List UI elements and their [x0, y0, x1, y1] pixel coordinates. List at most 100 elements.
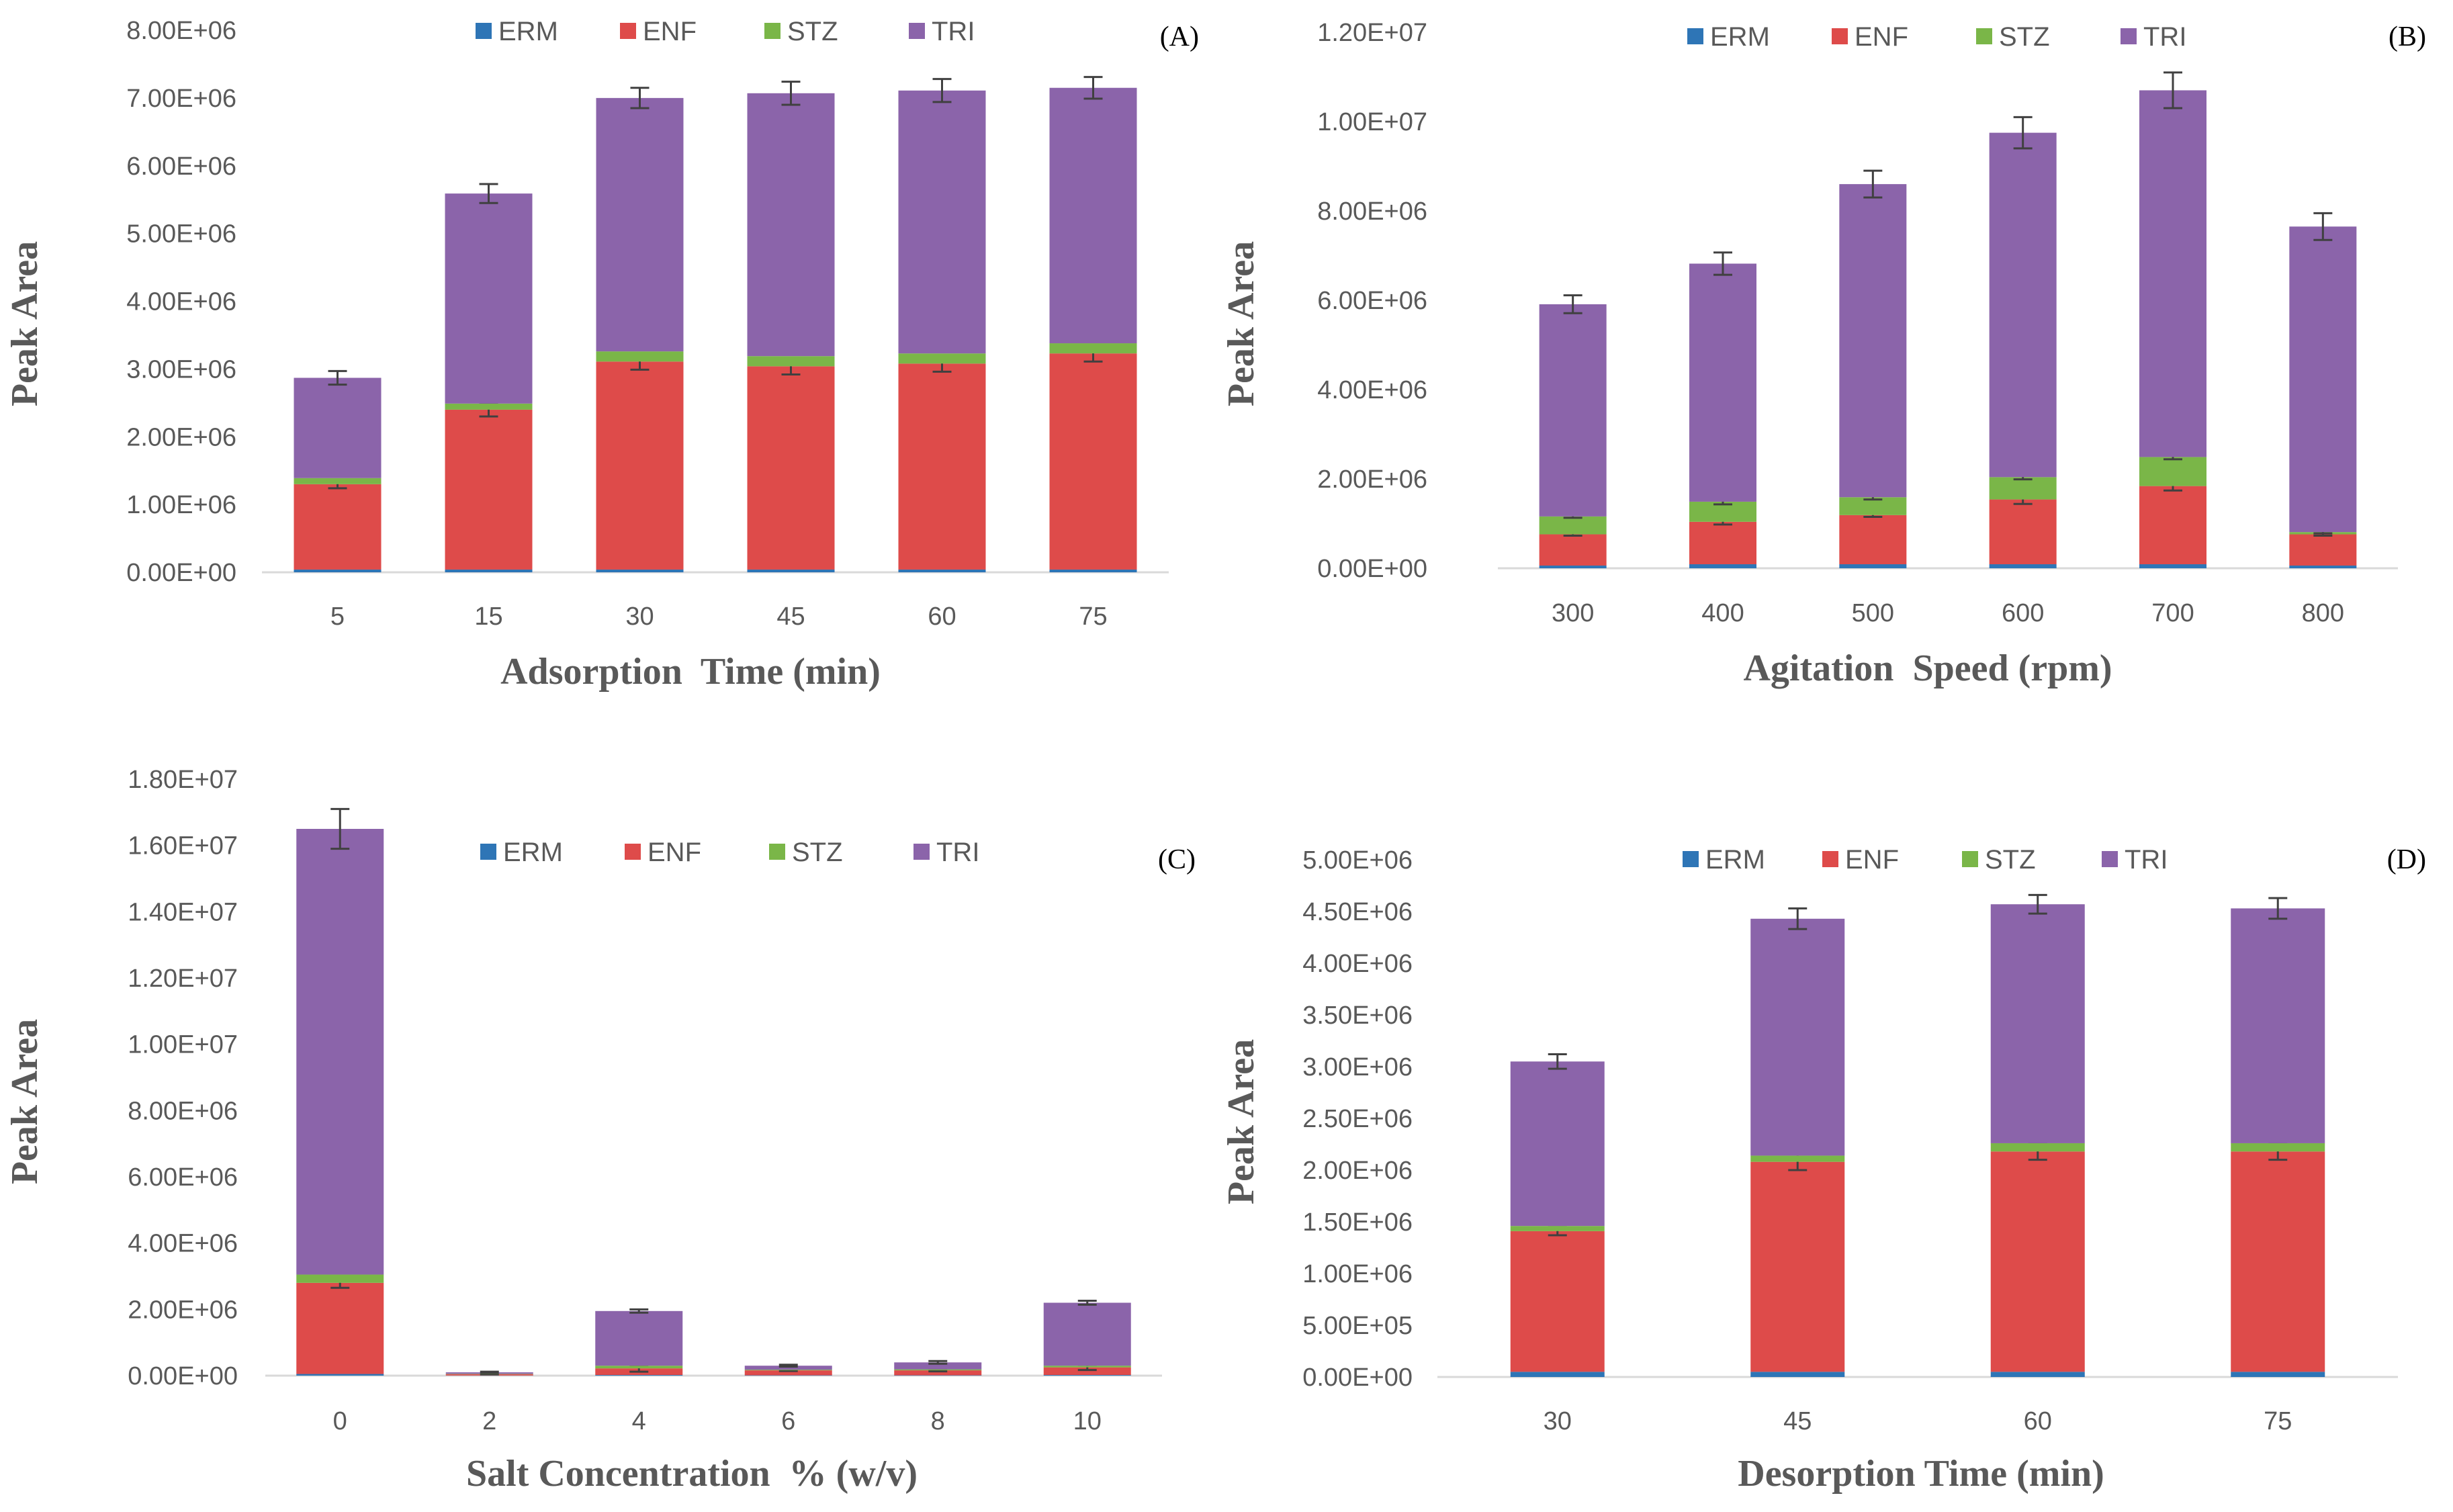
error-bar-tri-60: [2028, 893, 2047, 915]
error-bar-tri-600: [2013, 116, 2033, 150]
bar-stz-30: [596, 351, 684, 362]
legend-swatch-enf: [625, 844, 641, 860]
bar-stz-700: [2139, 457, 2206, 486]
bar-tri-60: [898, 90, 986, 354]
y-tick-label: 1.00E+06: [1302, 1260, 1413, 1288]
y-tick-label: 1.20E+07: [128, 965, 238, 993]
y-tick-label: 3.00E+06: [1302, 1053, 1413, 1081]
x-tick-label: 6: [781, 1407, 795, 1435]
x-tick-label: 45: [776, 603, 805, 631]
y-tick-label: 4.50E+06: [1302, 898, 1413, 926]
legend-swatch-stz: [764, 23, 780, 39]
panel-label: (B): [2389, 21, 2426, 52]
y-tick-label: 4.00E+06: [128, 1230, 238, 1258]
bar-erm-500: [1839, 564, 1907, 568]
legend-swatch-stz: [1962, 851, 1978, 867]
error-bar-tri-500: [1863, 169, 1883, 199]
error-bar-tri-8: [928, 1360, 948, 1365]
bar-erm-10: [1043, 1375, 1131, 1376]
bar-enf-8: [894, 1370, 982, 1376]
error-bar-tri-60: [932, 78, 952, 103]
legend-swatch-erm: [1687, 28, 1703, 44]
bar-stz-15: [445, 403, 533, 410]
bar-stz-10: [1043, 1366, 1131, 1368]
y-tick-label: 0.00E+00: [1302, 1364, 1413, 1392]
y-tick-label: 8.00E+06: [126, 17, 236, 45]
y-tick-label: 0.00E+00: [1317, 555, 1427, 583]
legend-label-stz: STZ: [1999, 22, 2050, 52]
x-tick-label: 8: [931, 1407, 945, 1435]
chart-panel-2: 0.00E+00 2.00E+06 4.00E+06 6.00E+06 8.00E+06…: [1220, 19, 2426, 689]
bar-enf-30: [596, 361, 684, 570]
bar-tri-700: [2139, 90, 2206, 457]
bar-tri-75: [1049, 87, 1137, 344]
x-tick-label: 45: [1783, 1407, 1812, 1435]
bar-stz-60: [898, 353, 986, 364]
bar-enf-400: [1689, 521, 1756, 565]
bar-tri-5: [294, 377, 382, 478]
legend-swatch-enf: [1822, 851, 1838, 867]
error-bar-tri-2: [480, 1370, 499, 1374]
legend-label-tri: TRI: [2143, 22, 2186, 52]
x-tick-label: 2: [482, 1407, 496, 1435]
legend-swatch-tri: [909, 23, 925, 39]
y-tick-label: 2.00E+06: [1302, 1157, 1413, 1185]
error-bar-tri-75: [2268, 897, 2288, 920]
bar-erm-30: [596, 569, 684, 572]
error-bar-tri-300: [1563, 294, 1582, 314]
bar-tri-30: [1510, 1061, 1605, 1227]
y-tick-label: 4.00E+06: [1302, 950, 1413, 978]
x-tick-label: 700: [2151, 599, 2194, 627]
legend-swatch-enf: [1832, 28, 1848, 44]
bar-enf-0: [296, 1282, 384, 1374]
bar-erm-30: [1510, 1372, 1605, 1377]
legend-label-erm: ERM: [1705, 845, 1765, 875]
bar-enf-10: [1043, 1367, 1131, 1376]
legend-swatch-tri: [2121, 28, 2137, 44]
legend-swatch-enf: [620, 23, 636, 39]
x-tick-label: 800: [2302, 599, 2344, 627]
y-tick-label: 2.00E+06: [128, 1296, 238, 1324]
bar-tri-600: [1989, 132, 2057, 478]
error-bar-tri-75: [1083, 76, 1103, 100]
bar-enf-5: [294, 484, 382, 570]
bar-stz-4: [595, 1366, 683, 1369]
y-axis-title: Peak Area: [4, 1019, 46, 1184]
bar-tri-4: [595, 1310, 683, 1366]
x-tick-label: 300: [1552, 599, 1594, 627]
y-tick-label: 5.00E+05: [1302, 1312, 1413, 1340]
x-tick-label: 60: [2024, 1407, 2052, 1435]
bar-enf-45: [747, 366, 835, 570]
bar-erm-75: [2231, 1372, 2325, 1377]
x-axis-title: Adsorption Time (min): [500, 651, 881, 693]
legend-swatch-erm: [1683, 851, 1699, 867]
y-tick-label: 7.00E+06: [126, 85, 236, 113]
legend-swatch-tri: [2102, 851, 2118, 867]
bar-tri-15: [445, 193, 533, 404]
legend-label-enf: ENF: [1855, 22, 1908, 52]
x-tick-label: 4: [632, 1407, 646, 1435]
bar-stz-45: [1750, 1155, 1845, 1162]
y-tick-label: 1.00E+06: [126, 491, 236, 519]
bar-stz-60: [1990, 1143, 2085, 1152]
legend-swatch-erm: [480, 844, 496, 860]
bar-enf-75: [2231, 1151, 2325, 1372]
y-tick-label: 2.00E+06: [1317, 465, 1427, 494]
legend-label-erm: ERM: [503, 838, 563, 867]
y-tick-label: 1.40E+07: [128, 898, 238, 926]
x-tick-label: 600: [2002, 599, 2044, 627]
y-tick-label: 1.60E+07: [128, 832, 238, 860]
x-tick-label: 30: [1544, 1407, 1572, 1435]
bar-tri-30: [596, 97, 684, 352]
x-tick-label: 60: [928, 603, 956, 631]
legend-label-stz: STZ: [1985, 845, 2036, 875]
y-tick-label: 2.00E+06: [126, 423, 236, 451]
bar-tri-500: [1839, 184, 1907, 498]
legend-label-tri: TRI: [2125, 845, 2168, 875]
bar-erm-5: [294, 569, 382, 572]
legend-label-erm: ERM: [1710, 22, 1770, 52]
y-tick-label: 2.50E+06: [1302, 1105, 1413, 1133]
error-bar-tri-15: [479, 183, 498, 204]
y-tick-label: 5.00E+06: [1302, 846, 1413, 875]
error-bar-tri-45: [1788, 907, 1808, 930]
